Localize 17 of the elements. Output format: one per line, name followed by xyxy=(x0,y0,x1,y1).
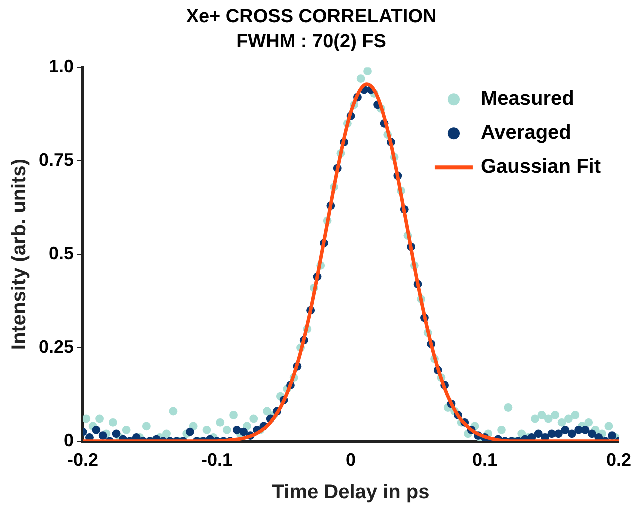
legend-label: Measured xyxy=(480,88,574,110)
x-tick-label: 0 xyxy=(346,450,356,470)
y-tick-label: 0.5 xyxy=(49,243,74,264)
x-tick-label: 0.1 xyxy=(472,450,498,470)
x-tick-label: -0.2 xyxy=(68,450,99,470)
y-tick-label: 0.75 xyxy=(38,150,74,170)
y-tick-label: 0.25 xyxy=(38,336,74,357)
legend-label: Gaussian Fit xyxy=(480,156,602,178)
chart-subtitle: FWHM : 70(2) FS xyxy=(236,31,386,52)
chart-title: Xe+ CROSS CORRELATION xyxy=(186,6,437,28)
y-axis-title: Intensity (arb. units) xyxy=(8,158,31,350)
x-axis-title: Time Delay in ps xyxy=(272,482,430,504)
y-tick-label: 1.0 xyxy=(49,56,74,77)
x-tick-label: -0.1 xyxy=(202,450,233,470)
legend-label: Averaged xyxy=(480,122,572,144)
y-tick-label: 0 xyxy=(64,430,74,450)
x-tick-label: 0.2 xyxy=(606,450,632,470)
